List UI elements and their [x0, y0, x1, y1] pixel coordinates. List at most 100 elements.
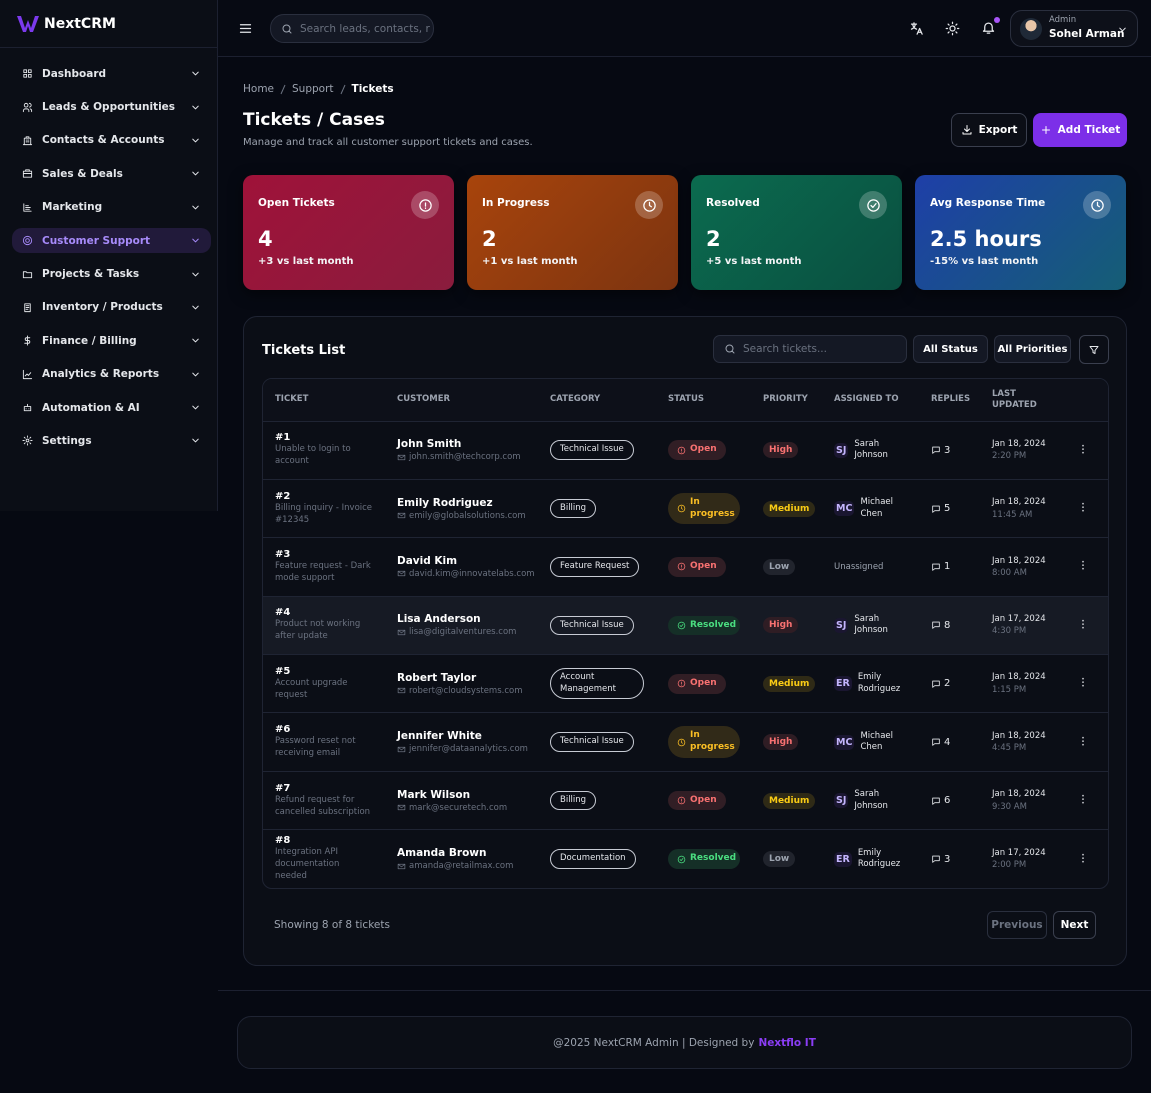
user-menu[interactable]: Admin Sohel Arman: [1010, 10, 1138, 47]
priority-cell: Low: [751, 537, 822, 597]
search-placeholder: Search leads, contacts, r: [300, 22, 430, 35]
breadcrumb-item[interactable]: Support: [292, 83, 334, 95]
stat-value: 2: [706, 227, 721, 251]
export-button[interactable]: Export: [951, 113, 1027, 147]
email: mark@securetech.com: [409, 802, 508, 813]
actions-cell: [1058, 829, 1108, 889]
category-cell: Billing: [538, 770, 656, 830]
menu-item[interactable]: Automation & AI: [12, 391, 211, 424]
filter-button[interactable]: [1079, 335, 1109, 364]
customer-name: David Kim: [397, 554, 458, 567]
icon: [22, 102, 33, 112]
priority-cell: Medium: [751, 654, 822, 713]
assignee-name: Michael Chen: [860, 730, 893, 753]
icon: [397, 688, 406, 694]
updated-date: Jan 17, 2024: [992, 614, 1046, 625]
ticket-search[interactable]: Search tickets...: [713, 335, 907, 363]
icon: [677, 855, 686, 863]
breadcrumb-item[interactable]: Home: [243, 83, 275, 95]
customer-cell: Jennifer White jennifer@dataanalytics.com: [385, 712, 538, 772]
updated-date: Jan 18, 2024: [992, 438, 1046, 449]
menu-item[interactable]: Customer Support: [12, 228, 211, 254]
tickets-card: Tickets List Search tickets... All Status A…: [243, 316, 1127, 966]
previous-button[interactable]: Previous: [987, 911, 1047, 939]
ticket-row[interactable]: #6 Password reset not receiving email Jenn…: [263, 712, 1108, 772]
menu-item[interactable]: Dashboard: [12, 57, 211, 90]
stat-change: -15% vs last month: [930, 256, 1039, 267]
status-label: Resolved: [690, 619, 737, 630]
updated: Jan 18, 2024 11:45 AM: [992, 496, 1046, 521]
assignee-cell: SJ Sarah Johnson: [822, 770, 919, 830]
icon: [192, 71, 199, 76]
global-search[interactable]: Search leads, contacts, r: [270, 14, 434, 43]
updated: Jan 18, 2024 2:20 PM: [992, 438, 1046, 463]
ticket-subject: Account upgrade request: [275, 677, 348, 700]
icon: [932, 738, 940, 746]
ticket-row[interactable]: #3 Feature request - Dark mode support Dav…: [263, 537, 1108, 597]
replies: 1: [931, 561, 968, 572]
category-pill: Billing: [550, 498, 597, 519]
status-label: In progress: [690, 496, 735, 519]
menu-item[interactable]: Finance / Billing: [12, 324, 211, 357]
footer-link[interactable]: Nextflo IT: [758, 1036, 816, 1049]
menu-label: Marketing: [42, 201, 103, 214]
footer: @2025 NextCRM Admin | Designed by Nextflo…: [237, 1016, 1132, 1069]
updated-cell: Jan 18, 2024 9:30 AM: [980, 770, 1058, 830]
icon: [866, 198, 880, 212]
category-pill: Account Management: [550, 668, 644, 700]
status-cell: Open: [656, 420, 751, 480]
menu-item[interactable]: Projects & Tasks: [12, 257, 211, 290]
ticket-row[interactable]: #1 Unable to login to account John Smith jo…: [263, 420, 1108, 480]
assignee-name: Sarah Johnson: [854, 613, 888, 636]
ticket-row[interactable]: #5 Account upgrade request Robert Taylor ro…: [263, 654, 1108, 713]
add-ticket-button[interactable]: Add Ticket: [1033, 113, 1127, 147]
table-body: #1 Unable to login to account John Smith jo…: [263, 420, 1108, 889]
filter-dropdown[interactable]: All Status: [913, 335, 988, 363]
menu-item[interactable]: Inventory / Products: [12, 291, 211, 324]
assignee-cell: MC Michael Chen: [822, 712, 919, 772]
updated-date: Jan 18, 2024: [992, 730, 1046, 741]
menu-item[interactable]: Sales & Deals: [12, 157, 211, 190]
next-button[interactable]: Next: [1053, 911, 1096, 939]
ticket-id: #2: [275, 490, 291, 502]
email: lisa@digitalventures.com: [409, 627, 517, 638]
icon: [192, 105, 199, 109]
actions-cell: [1058, 770, 1108, 830]
customer-cell: Mark Wilson mark@securetech.com: [385, 770, 538, 830]
column-header: CATEGORY: [538, 379, 656, 421]
menu-item[interactable]: Contacts & Accounts: [12, 124, 211, 157]
priority-cell: Medium: [751, 770, 822, 830]
icon: [932, 855, 940, 863]
ticket-cell: #4 Product not working after update: [263, 595, 385, 655]
menu-item[interactable]: Settings: [12, 424, 211, 457]
status-pill: Open: [668, 790, 726, 811]
customer-name: Amanda Brown: [397, 847, 487, 860]
ticket-row[interactable]: #4 Product not working after update Lisa A…: [263, 595, 1108, 655]
status-label: Open: [690, 677, 717, 688]
icon: [642, 198, 656, 212]
header-row: TICKET CUSTOMER CATEGORY STATUS PRIORITY ASSI…: [263, 379, 1108, 421]
icon: [932, 563, 940, 571]
menu-item[interactable]: Marketing: [12, 191, 211, 224]
category-cell: Billing: [538, 478, 656, 538]
updated: Jan 17, 2024 2:00 PM: [992, 847, 1046, 872]
priority-pill: Low: [763, 851, 796, 868]
assignee-name: Unassigned: [834, 561, 884, 572]
footer-text: @2025 NextCRM Admin | Designed by: [553, 1036, 755, 1049]
updated-date: Jan 18, 2024: [992, 789, 1046, 800]
icon: [24, 335, 31, 346]
category-pill: Technical Issue: [550, 440, 634, 460]
menu-item[interactable]: Leads & Opportunities: [12, 90, 211, 123]
ticket-row[interactable]: #7 Refund request for cancelled subscript…: [263, 770, 1108, 830]
ticket-row[interactable]: #2 Billing inquiry - Invoice #12345 Emily …: [263, 478, 1108, 538]
ticket-cell: #6 Password reset not receiving email: [263, 712, 385, 772]
filter-dropdown[interactable]: All Priorities: [994, 335, 1071, 363]
column: [1058, 379, 1108, 888]
ticket-subject: Unable to login to account: [275, 444, 351, 467]
ticket-row[interactable]: #8 Integration API documentation needed Am…: [263, 829, 1108, 889]
icon: [192, 305, 199, 310]
menu-item[interactable]: Analytics & Reports: [12, 358, 211, 391]
assignee-name: Sarah Johnson: [854, 438, 888, 461]
icon: [932, 622, 940, 630]
icon: [22, 435, 33, 447]
